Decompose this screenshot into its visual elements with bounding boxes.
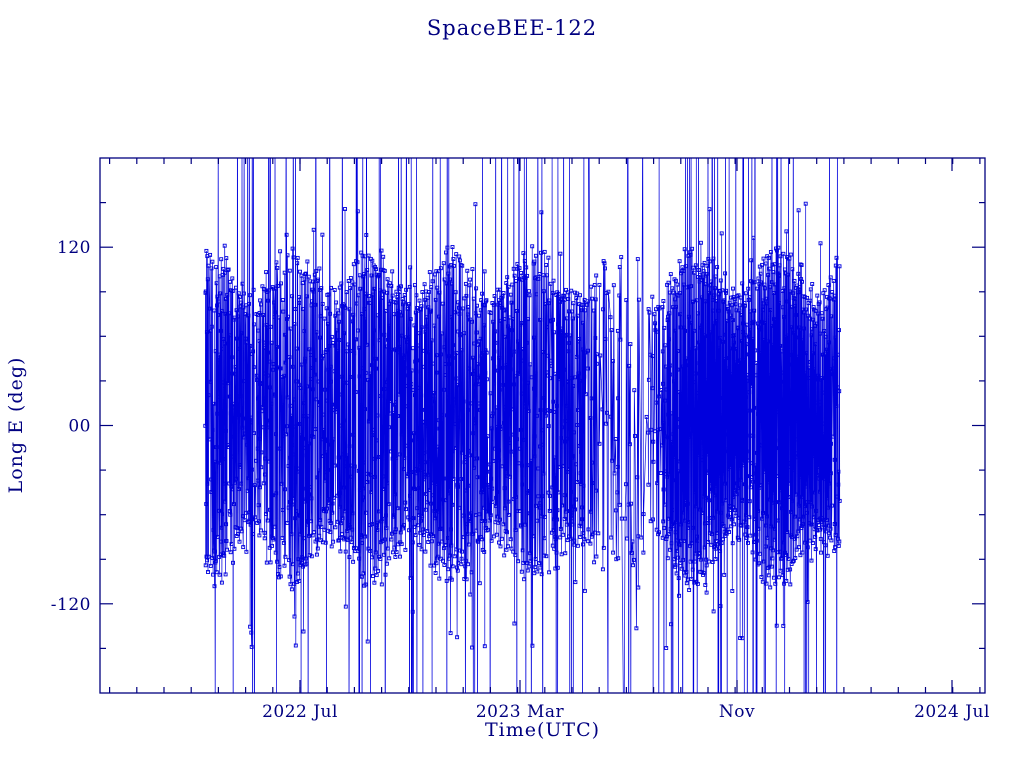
y-tick-label: -120 xyxy=(51,595,91,615)
data-markers xyxy=(203,201,842,650)
plot-frame xyxy=(99,157,986,694)
y-axis-label: Long E (deg) xyxy=(5,356,27,494)
y-tick-label: 120 xyxy=(57,238,91,258)
data-series xyxy=(203,158,842,693)
x-axis-label: Time(UTC) xyxy=(484,719,601,741)
x-tick-label: 2023 Mar xyxy=(476,702,565,722)
x-tick-label: Nov xyxy=(719,702,755,722)
y-tick-label: 00 xyxy=(68,417,91,437)
tick-labels: 120 00 -120 2022 Jul 2023 Mar Nov 2024 Jul xyxy=(51,238,990,722)
x-tick-label: 2022 Jul xyxy=(262,702,338,722)
x-tick-label: 2024 Jul xyxy=(914,702,990,722)
axis-ticks xyxy=(100,158,985,693)
chart-title: SpaceBEE-122 xyxy=(426,16,598,40)
